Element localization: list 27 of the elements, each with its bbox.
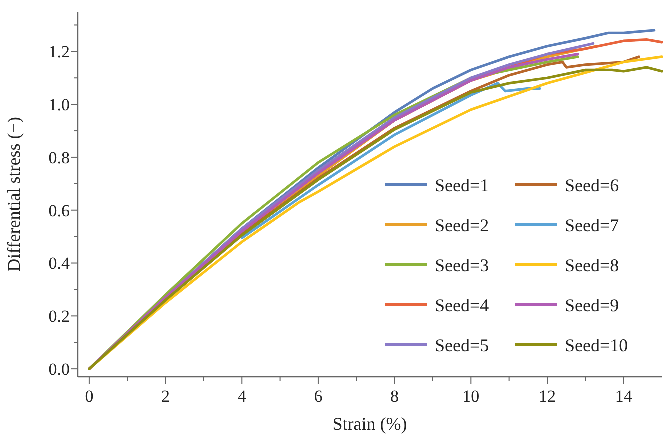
legend-label: Seed=6 [565, 175, 620, 196]
y-tick-label: 1.0 [48, 96, 70, 115]
legend-label: Seed=5 [435, 335, 490, 356]
x-tick-label: 6 [314, 387, 323, 406]
legend-label: Seed=3 [435, 255, 490, 276]
x-axis-title: Strain (%) [332, 414, 408, 434]
x-tick-label: 14 [615, 387, 633, 406]
x-tick-label: 10 [462, 387, 480, 406]
x-tick-label: 4 [238, 387, 247, 406]
y-tick-label: 0.4 [48, 254, 70, 274]
y-tick-label: 0.6 [48, 201, 70, 220]
y-axis-title: Differential stress (−) [4, 117, 24, 272]
x-tick-label: 8 [390, 387, 400, 406]
y-tick-label: 1.2 [48, 42, 70, 62]
y-tick-label: 0.8 [48, 148, 70, 168]
legend-label: Seed=4 [435, 295, 490, 316]
x-tick-label: 2 [162, 387, 170, 406]
legend-label: Seed=10 [565, 335, 628, 356]
legend-label: Seed=9 [565, 295, 620, 316]
legend-label: Seed=7 [565, 215, 620, 236]
x-tick-label: 0 [85, 387, 94, 406]
legend-label: Seed=1 [435, 175, 490, 196]
x-tick-label: 12 [538, 387, 556, 406]
legend-label: Seed=8 [565, 255, 620, 276]
legend-label: Seed=2 [435, 215, 490, 236]
y-tick-label: 0.2 [48, 307, 70, 326]
y-tick-label: 0.0 [48, 360, 70, 380]
